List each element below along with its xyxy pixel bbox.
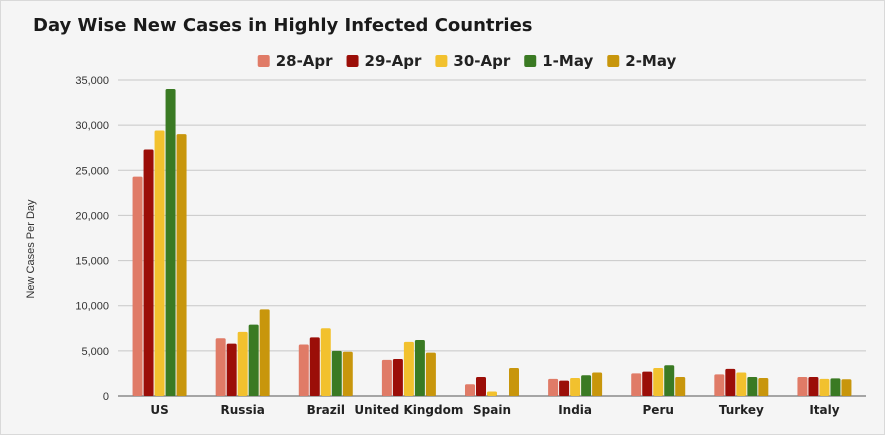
- x-category-label: US: [150, 403, 168, 417]
- y-axis-label: New Cases Per Day: [25, 199, 37, 299]
- y-tick-label: 35,000: [75, 75, 109, 87]
- bar: [215, 338, 226, 396]
- bar: [342, 351, 353, 396]
- legend-item: 2-May: [607, 52, 677, 70]
- x-category-label: Brazil: [307, 403, 345, 417]
- bar: [747, 377, 758, 396]
- legend-item: 28-Apr: [257, 52, 333, 70]
- bar: [758, 377, 769, 396]
- legend-label: 28-Apr: [276, 52, 333, 70]
- bar: [592, 372, 603, 396]
- bar: [714, 374, 725, 396]
- legend-swatch: [257, 55, 270, 67]
- legend-label: 30-Apr: [453, 52, 510, 70]
- y-tick-label: 0: [103, 391, 109, 403]
- y-tick-label: 15,000: [75, 256, 109, 268]
- bar: [165, 89, 176, 397]
- bar: [403, 341, 414, 396]
- x-category-label: Italy: [809, 403, 839, 417]
- bar: [154, 130, 165, 396]
- legend-label: 29-Apr: [365, 52, 422, 70]
- x-category-label: Russia: [221, 403, 265, 417]
- y-tick-label: 5,000: [81, 346, 109, 358]
- bar: [581, 375, 592, 396]
- legend-swatch: [607, 55, 620, 67]
- bar: [381, 359, 392, 396]
- x-category-label: Spain: [473, 403, 511, 417]
- legend: 28-Apr 29-Apr 30-Apr 1-May 2-May: [257, 52, 677, 70]
- bar: [841, 379, 852, 396]
- bar: [132, 176, 143, 396]
- bar: [642, 371, 653, 396]
- legend-item: 30-Apr: [435, 52, 511, 70]
- bar: [509, 368, 519, 396]
- x-category-label: India: [558, 403, 592, 417]
- bar: [331, 350, 342, 396]
- y-tick-label: 30,000: [75, 120, 109, 132]
- y-tick-label: 10,000: [75, 301, 109, 313]
- bar: [309, 337, 320, 396]
- bar: [736, 372, 747, 396]
- bar: [559, 380, 570, 396]
- bar: [653, 368, 664, 396]
- bar: [476, 377, 486, 396]
- bar: [797, 377, 808, 396]
- x-category-label: Turkey: [719, 403, 764, 417]
- bars: [132, 89, 852, 397]
- bar: [237, 331, 248, 396]
- bar: [176, 134, 187, 396]
- bar: [248, 324, 259, 396]
- bar: [320, 328, 331, 396]
- bar: [808, 377, 819, 396]
- y-tick-label: 20,000: [75, 210, 109, 222]
- legend-item: 1-May: [524, 52, 593, 70]
- y-axis-ticks: 0 5,000 10,000 15,000 20,000 25,000 30,000 35,0…: [75, 75, 109, 403]
- bar: [425, 352, 436, 396]
- bar: [465, 384, 475, 396]
- bar: [259, 309, 270, 396]
- chart-title: Day Wise New Cases in Highly Infected Co…: [33, 15, 533, 36]
- bar: [664, 365, 675, 396]
- bar: [298, 344, 309, 396]
- x-category-label: United Kingdom: [354, 403, 463, 417]
- x-axis-categories: US Russia Brazil United Kingdom Spain India Pe…: [150, 403, 839, 417]
- bar: [570, 377, 581, 396]
- bar: [830, 378, 841, 396]
- legend-swatch: [524, 55, 537, 67]
- bar: [675, 377, 686, 396]
- bar: [414, 340, 425, 396]
- bar: [487, 391, 497, 396]
- legend-label: 1-May: [542, 52, 593, 70]
- bar: [392, 358, 403, 396]
- bar: [725, 368, 736, 396]
- legend-swatch: [346, 55, 359, 67]
- bar: [226, 343, 237, 396]
- bar: [819, 378, 830, 396]
- legend-swatch: [435, 55, 448, 67]
- y-tick-label: 25,000: [75, 165, 109, 177]
- bar: [631, 373, 642, 396]
- legend-item: 29-Apr: [346, 52, 422, 70]
- bar: [143, 149, 154, 396]
- legend-label: 2-May: [625, 52, 676, 70]
- x-category-label: Peru: [643, 403, 674, 417]
- bar: [548, 378, 559, 396]
